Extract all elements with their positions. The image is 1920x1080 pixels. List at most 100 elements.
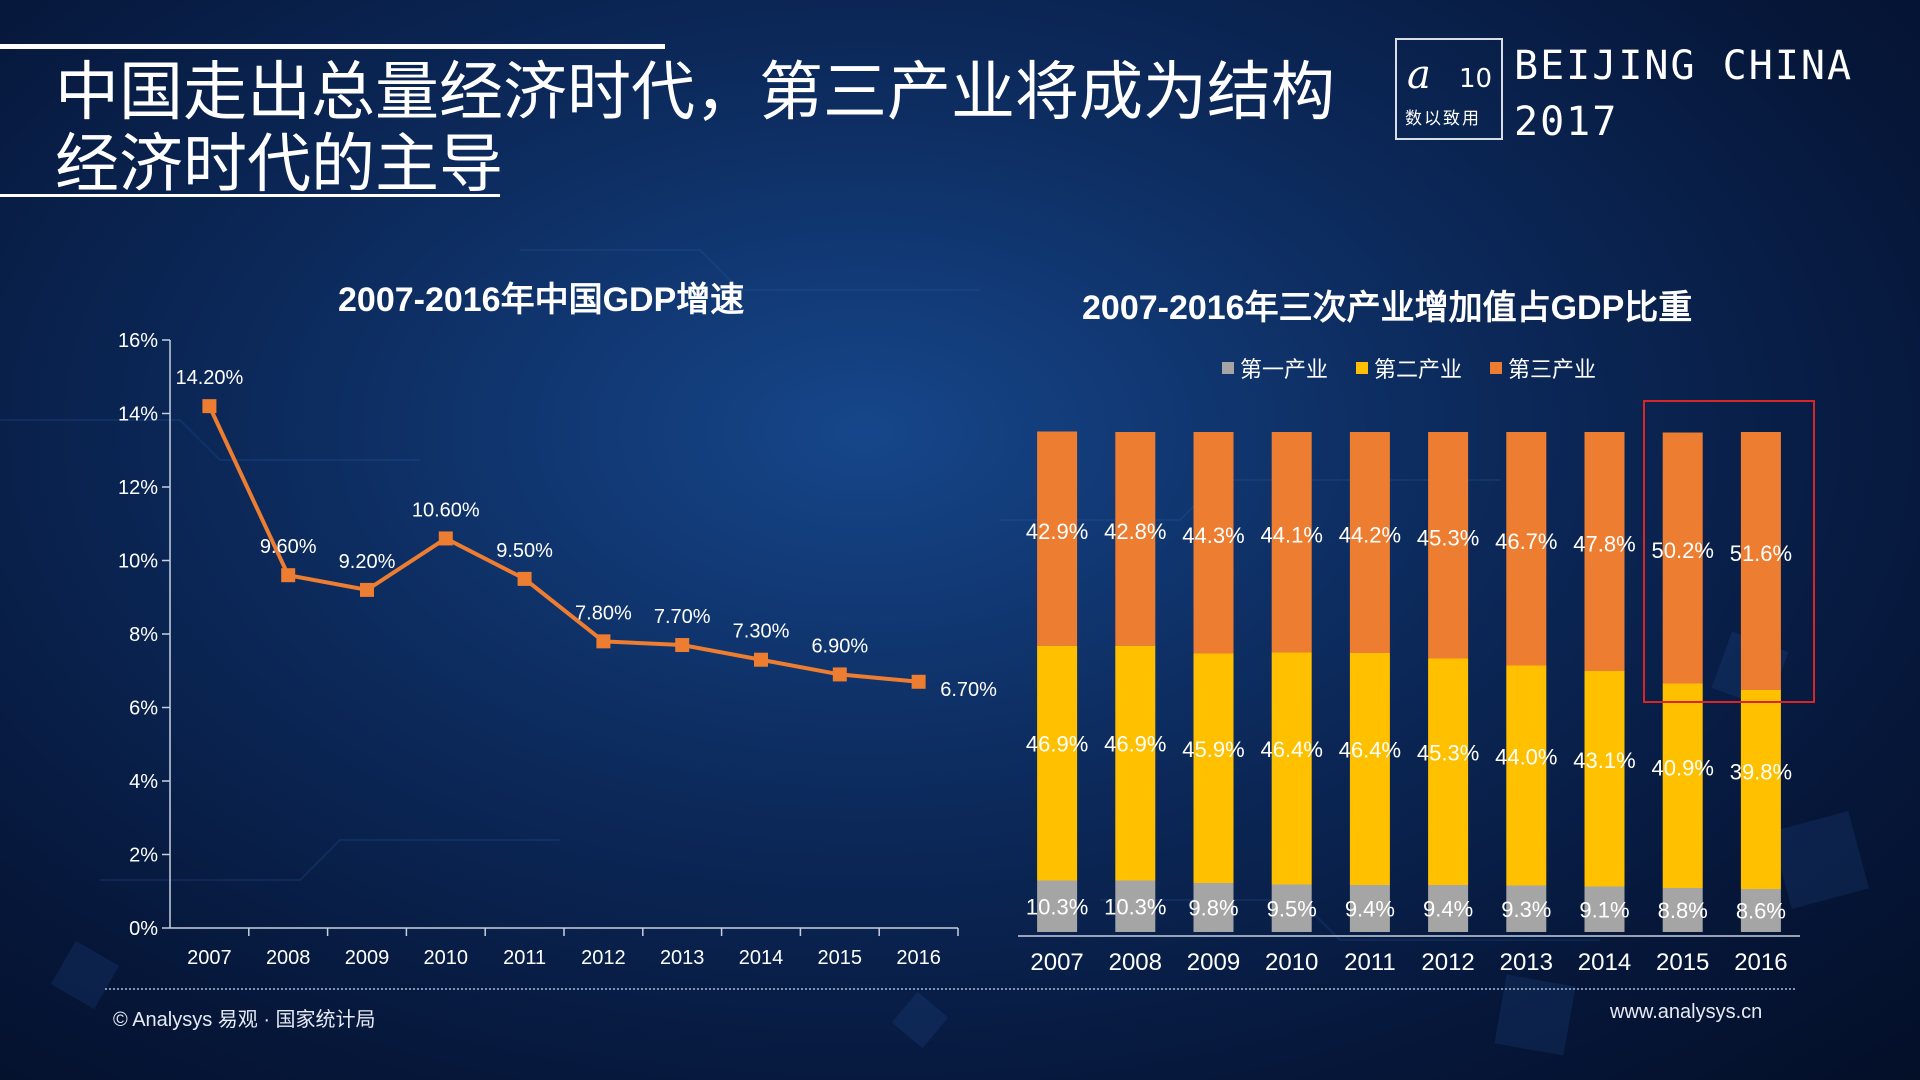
x-tick-label: 2016 <box>1734 949 1787 976</box>
bar-segment <box>1584 886 1625 932</box>
legend-item-primary: 第一产业 <box>1222 352 1328 384</box>
data-label: 9.20% <box>339 551 396 573</box>
bar-data-label: 9.3% <box>1501 897 1551 922</box>
x-tick-label: 2014 <box>1578 949 1631 976</box>
page-title: 中国走出总量经济时代，第三产业将成为结构 经济时代的主导 <box>55 56 1355 200</box>
bar-data-label: 46.4% <box>1339 737 1401 762</box>
bar-segment <box>1193 432 1234 654</box>
bar-data-label: 43.1% <box>1573 748 1635 773</box>
bar-data-label: 45.9% <box>1182 737 1244 762</box>
data-label: 7.70% <box>654 606 711 628</box>
footer-divider <box>105 988 1795 990</box>
y-tick-label: 4% <box>129 771 158 793</box>
x-tick-label: 2009 <box>1187 949 1240 976</box>
bar-segment <box>1506 885 1547 932</box>
bar-data-label: 9.1% <box>1579 897 1629 922</box>
gdp-growth-series-line <box>207 405 919 684</box>
data-label: 10.60% <box>412 499 480 521</box>
legend-swatch-tertiary <box>1490 362 1503 374</box>
event-label: BEIJING CHINA 2017 <box>1514 38 1853 150</box>
bar-data-label: 10.3% <box>1026 894 1088 919</box>
bar-segment <box>1193 653 1234 883</box>
logo: a 10 数以致用 <box>1395 38 1503 140</box>
bar-segment <box>1037 880 1078 932</box>
x-tick-label: 2007 <box>187 947 232 969</box>
bar-segment <box>1115 880 1156 932</box>
page-title-line1: 中国走出总量经济时代，第三产业将成为结构 <box>55 56 1335 128</box>
bar-segment <box>1428 885 1469 932</box>
bar-data-label: 8.8% <box>1658 898 1708 923</box>
data-point <box>202 399 217 414</box>
bar-data-label: 9.4% <box>1345 897 1395 922</box>
bar-data-label: 9.4% <box>1423 897 1473 922</box>
bar-segment <box>1115 646 1156 881</box>
bar-segment <box>1740 889 1781 932</box>
x-tick-label: 2012 <box>581 947 626 969</box>
data-point <box>281 568 296 583</box>
data-point <box>675 638 690 653</box>
bar-data-label: 9.8% <box>1188 896 1238 921</box>
bar-segment <box>1584 432 1625 671</box>
bar-data-label: 46.4% <box>1261 737 1323 762</box>
bar-data-label: 44.3% <box>1182 523 1244 548</box>
data-label: 6.90% <box>811 635 868 657</box>
page-title-line2: 经济时代的主导 <box>55 128 503 200</box>
x-tick-label: 2009 <box>345 947 390 969</box>
data-label: 14.20% <box>175 367 243 389</box>
bar-data-label: 40.9% <box>1652 756 1714 781</box>
bar-data-label: 45.3% <box>1417 525 1479 550</box>
x-tick-label: 2010 <box>424 947 469 969</box>
y-tick-label: 6% <box>129 698 158 720</box>
highlight-box-2015-2016 <box>1643 400 1815 703</box>
x-tick-label: 2015 <box>1656 949 1709 976</box>
bar-data-label: 46.7% <box>1495 529 1557 554</box>
bar-data-label: 42.9% <box>1026 519 1088 544</box>
bar-segment <box>1115 432 1156 646</box>
data-point <box>596 634 611 649</box>
logo-number: 10 <box>1459 64 1493 94</box>
bar-segment <box>1740 432 1781 690</box>
industry-share-stacked-bar-chart: 10.3% 46.9% 42.9% 2007 10.3% 46.9% 42.8% 2008 9.… <box>1018 431 1800 976</box>
footer-website: www.analysys.cn <box>1610 1001 1763 1023</box>
legend-label-tertiary: 第三产业 <box>1508 357 1597 382</box>
x-tick-label: 2008 <box>266 947 311 969</box>
industry-share-chart-title: 2007-2016年三次产业增加值占GDP比重 <box>1082 289 1693 327</box>
event-location: BEIJING CHINA <box>1514 43 1854 89</box>
event-year: 2017 <box>1514 99 1619 145</box>
y-tick-label: 2% <box>129 845 158 867</box>
legend-swatch-secondary <box>1356 362 1369 374</box>
data-label: 6.70% <box>940 679 997 701</box>
y-tick-label: 8% <box>129 624 158 646</box>
bar-data-label: 42.8% <box>1104 519 1166 544</box>
bar-data-label: 44.2% <box>1339 523 1401 548</box>
x-tick-label: 2012 <box>1421 949 1474 976</box>
legend-label-secondary: 第二产业 <box>1374 357 1463 382</box>
x-tick-label: 2013 <box>660 947 705 969</box>
data-label: 9.60% <box>260 536 317 558</box>
logo-text: 数以致用 <box>1405 109 1481 128</box>
bar-data-label: 51.6% <box>1730 541 1792 566</box>
top-rule <box>0 44 665 49</box>
title-underline <box>0 194 500 197</box>
bar-segment <box>1584 671 1625 887</box>
bar-segment <box>1271 652 1312 885</box>
bar-segment <box>1506 665 1547 886</box>
legend-swatch-primary <box>1222 362 1234 374</box>
gdp-growth-line-chart: 0% 2% 4% 6% 8% 10% 12% 14% 16% 2007 2008 2009 2010 20… <box>118 330 997 969</box>
bar-data-label: 10.3% <box>1104 894 1166 919</box>
bar-segment <box>1506 432 1547 666</box>
data-point <box>754 652 768 667</box>
bar-segment <box>1428 658 1469 885</box>
bar-data-label: 45.3% <box>1417 740 1479 765</box>
x-tick-label: 2015 <box>818 947 863 969</box>
y-tick-label: 12% <box>118 477 158 499</box>
bar-data-label: 44.1% <box>1261 522 1323 547</box>
bar-segment <box>1662 683 1703 888</box>
x-tick-label: 2014 <box>739 947 784 969</box>
x-tick-label: 2008 <box>1109 949 1162 976</box>
bar-segment <box>1662 888 1703 932</box>
footer-source: © Analysys 易观 · 国家统计局 <box>113 1009 376 1031</box>
y-tick-label: 16% <box>118 330 158 352</box>
bar-data-label: 39.8% <box>1730 760 1792 785</box>
y-tick-label: 14% <box>118 404 158 426</box>
